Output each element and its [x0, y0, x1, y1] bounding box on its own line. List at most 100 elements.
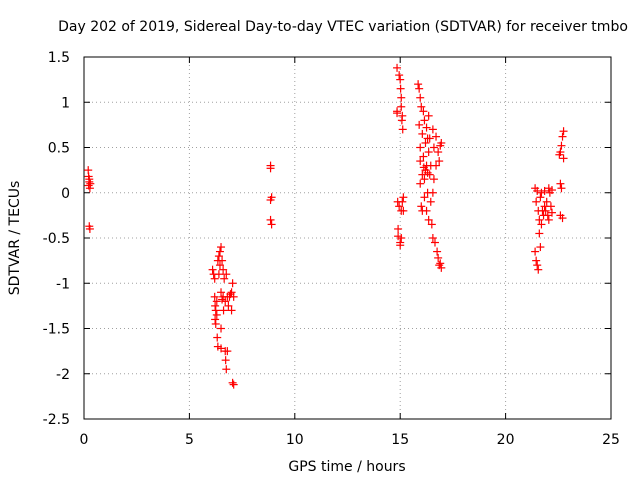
y-axis-label: SDTVAR / TECUs — [7, 181, 23, 296]
data-point — [211, 306, 220, 315]
data-point — [217, 288, 226, 297]
data-point — [219, 265, 228, 274]
data-point — [417, 202, 426, 211]
y-tick-label: 0 — [61, 186, 70, 202]
grid-lines — [84, 57, 611, 419]
data-point — [414, 80, 423, 89]
data-point — [437, 263, 446, 272]
data-point — [85, 175, 94, 184]
data-point — [558, 214, 567, 223]
data-point — [557, 184, 566, 193]
data-point — [394, 224, 403, 233]
data-point — [420, 193, 429, 202]
data-point — [393, 63, 402, 72]
data-point — [86, 179, 95, 188]
x-tick-label: 10 — [286, 432, 304, 448]
data-point — [547, 186, 556, 195]
data-point — [428, 125, 437, 134]
data-point — [537, 220, 546, 229]
data-point — [424, 148, 433, 157]
data-point — [434, 148, 443, 157]
data-point — [399, 193, 408, 202]
data-point — [556, 148, 565, 157]
data-point — [557, 141, 566, 150]
data-point — [544, 215, 553, 224]
data-point — [212, 297, 221, 306]
data-point — [229, 292, 238, 301]
data-point — [220, 274, 229, 283]
data-point — [543, 211, 552, 220]
data-point — [211, 315, 220, 324]
data-point — [217, 344, 226, 353]
x-tick-label: 0 — [80, 432, 89, 448]
data-point — [210, 274, 219, 283]
data-point — [532, 197, 541, 206]
data-point — [227, 306, 236, 315]
chart-title: Day 202 of 2019, Sidereal Day-to-day VTE… — [58, 19, 628, 35]
data-point — [428, 234, 437, 242]
axis-ticks: 0 5 10 15 20 25 -2.5 -2 -1.5 -1 -0.5 0 0.5 1 1.5 — [43, 50, 620, 448]
data-point — [542, 197, 551, 206]
data-point — [540, 186, 549, 195]
data-point — [556, 179, 565, 188]
data-point — [217, 243, 226, 252]
data-point — [266, 195, 275, 204]
data-point — [418, 129, 427, 138]
data-point — [214, 252, 223, 261]
data-point — [420, 175, 429, 184]
x-tick-label: 25 — [602, 432, 620, 448]
data-point — [398, 125, 407, 134]
data-point — [397, 234, 406, 242]
data-point — [395, 202, 404, 211]
data-point — [222, 365, 231, 374]
data-point — [217, 324, 226, 333]
data-point — [535, 215, 544, 224]
data-point — [421, 138, 430, 147]
data-point — [267, 220, 276, 229]
data-point — [266, 164, 275, 173]
data-point — [559, 154, 568, 163]
data-point — [222, 270, 231, 279]
y-tick-label: -1.5 — [43, 322, 70, 338]
data-point — [536, 243, 545, 252]
data-point — [532, 256, 541, 265]
data-point — [396, 84, 405, 93]
data-point — [228, 378, 237, 387]
data-point — [424, 215, 433, 224]
data-point — [397, 102, 406, 111]
y-tick-label: 0.5 — [48, 141, 70, 157]
data-point — [399, 206, 408, 215]
data-point — [210, 292, 219, 301]
data-point — [535, 229, 544, 238]
data-point — [266, 215, 275, 224]
data-point — [541, 206, 550, 215]
data-point — [558, 132, 567, 141]
data-point — [397, 93, 406, 102]
data-points — [84, 63, 568, 389]
data-point — [219, 306, 228, 315]
data-point — [429, 175, 438, 184]
data-point — [534, 265, 543, 274]
x-tick-label: 20 — [497, 432, 515, 448]
data-point — [221, 356, 230, 365]
data-point — [437, 138, 446, 147]
data-point — [212, 310, 221, 319]
data-point — [398, 197, 407, 206]
data-point — [218, 256, 227, 265]
data-point — [396, 241, 405, 250]
data-point — [227, 288, 236, 297]
data-point — [416, 143, 425, 152]
data-point — [533, 261, 542, 270]
data-point — [416, 157, 425, 166]
data-point — [215, 247, 224, 256]
y-tick-label: -2.5 — [43, 412, 70, 428]
data-point — [429, 143, 438, 152]
data-point — [424, 111, 433, 120]
data-point — [546, 202, 555, 211]
data-point — [228, 279, 237, 288]
data-point — [428, 188, 437, 197]
data-point — [533, 186, 542, 195]
data-point — [432, 132, 441, 141]
plot-frame — [83, 56, 612, 420]
